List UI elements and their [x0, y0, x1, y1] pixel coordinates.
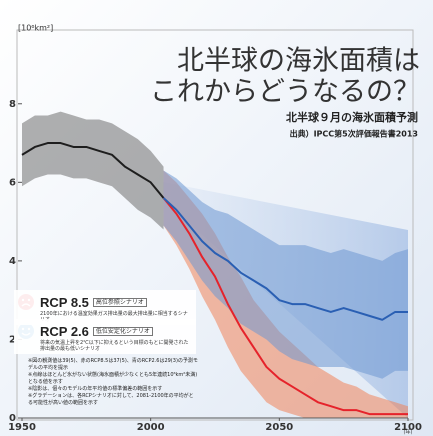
uncertainty-band: [163, 170, 408, 379]
notes: ※図の観測値は39(5)、赤のRCP8.5は37(5)、青のRCP2.6は29(…: [28, 358, 198, 407]
plot-area: [21, 111, 408, 418]
legend-item: RCP 2.6 低位安定化シナリオ 将来の気温上昇を2℃以下に抑えるという目標のも…: [14, 319, 196, 354]
x-tick-label: 2050: [265, 422, 293, 433]
chart-title-line2: これからどうなるの？: [150, 77, 420, 108]
series-line: [162, 197, 408, 416]
series-line: [21, 142, 165, 199]
subtitle: 北半球９月の海氷面積予測: [286, 110, 418, 124]
legend-name: RCP 2.6: [40, 324, 89, 339]
uncertainty-band: [22, 111, 164, 230]
legend-scenario: 高位参照シナリオ: [92, 298, 147, 307]
y-tick-label: 2: [9, 334, 16, 345]
source: 出典）IPCC第5次評価報告書2013: [290, 129, 418, 139]
y-axis-label: [10⁶km²]: [18, 24, 53, 33]
x-tick-label: 2000: [137, 422, 165, 433]
note: ※図の観測値は39(5)、赤のRCP8.5は37(5)、青のRCP2.6は29(…: [28, 358, 198, 371]
legend-scenario: 低位安定化シナリオ: [92, 327, 153, 336]
note: ※点線はほとんど氷がない状態(海氷面積が少なくとも5年連続10⁶km²未満)とな…: [28, 372, 198, 385]
x-tick-label: 2100: [394, 422, 422, 433]
chart-title: 北半球の海氷面積は: [177, 46, 420, 77]
plot-frame: [16, 29, 414, 421]
legend-name: RCP 8.5: [40, 295, 89, 310]
y-tick-label: 0: [9, 413, 16, 424]
x-tick-label: 1950: [8, 422, 36, 433]
note: ※陰影は、個々のモデルの年平均値の標準偏差の範囲を示す: [28, 386, 163, 392]
x-unit: (年): [404, 429, 413, 436]
uncertainty-band: [163, 170, 408, 418]
y-tick-label: 6: [9, 177, 16, 188]
y-tick-label: 4: [9, 256, 16, 267]
note: ※グラデーションは、各RCPシナリオに対して、2081-2100年の平均がとる可…: [28, 393, 194, 406]
legend-description: 将来の気温上昇を2℃以下に抑えるという目標のもとに開発された排出量の最も低いシナ…: [40, 340, 189, 352]
y-tick-label: 8: [9, 99, 16, 110]
series-line: [162, 197, 408, 321]
